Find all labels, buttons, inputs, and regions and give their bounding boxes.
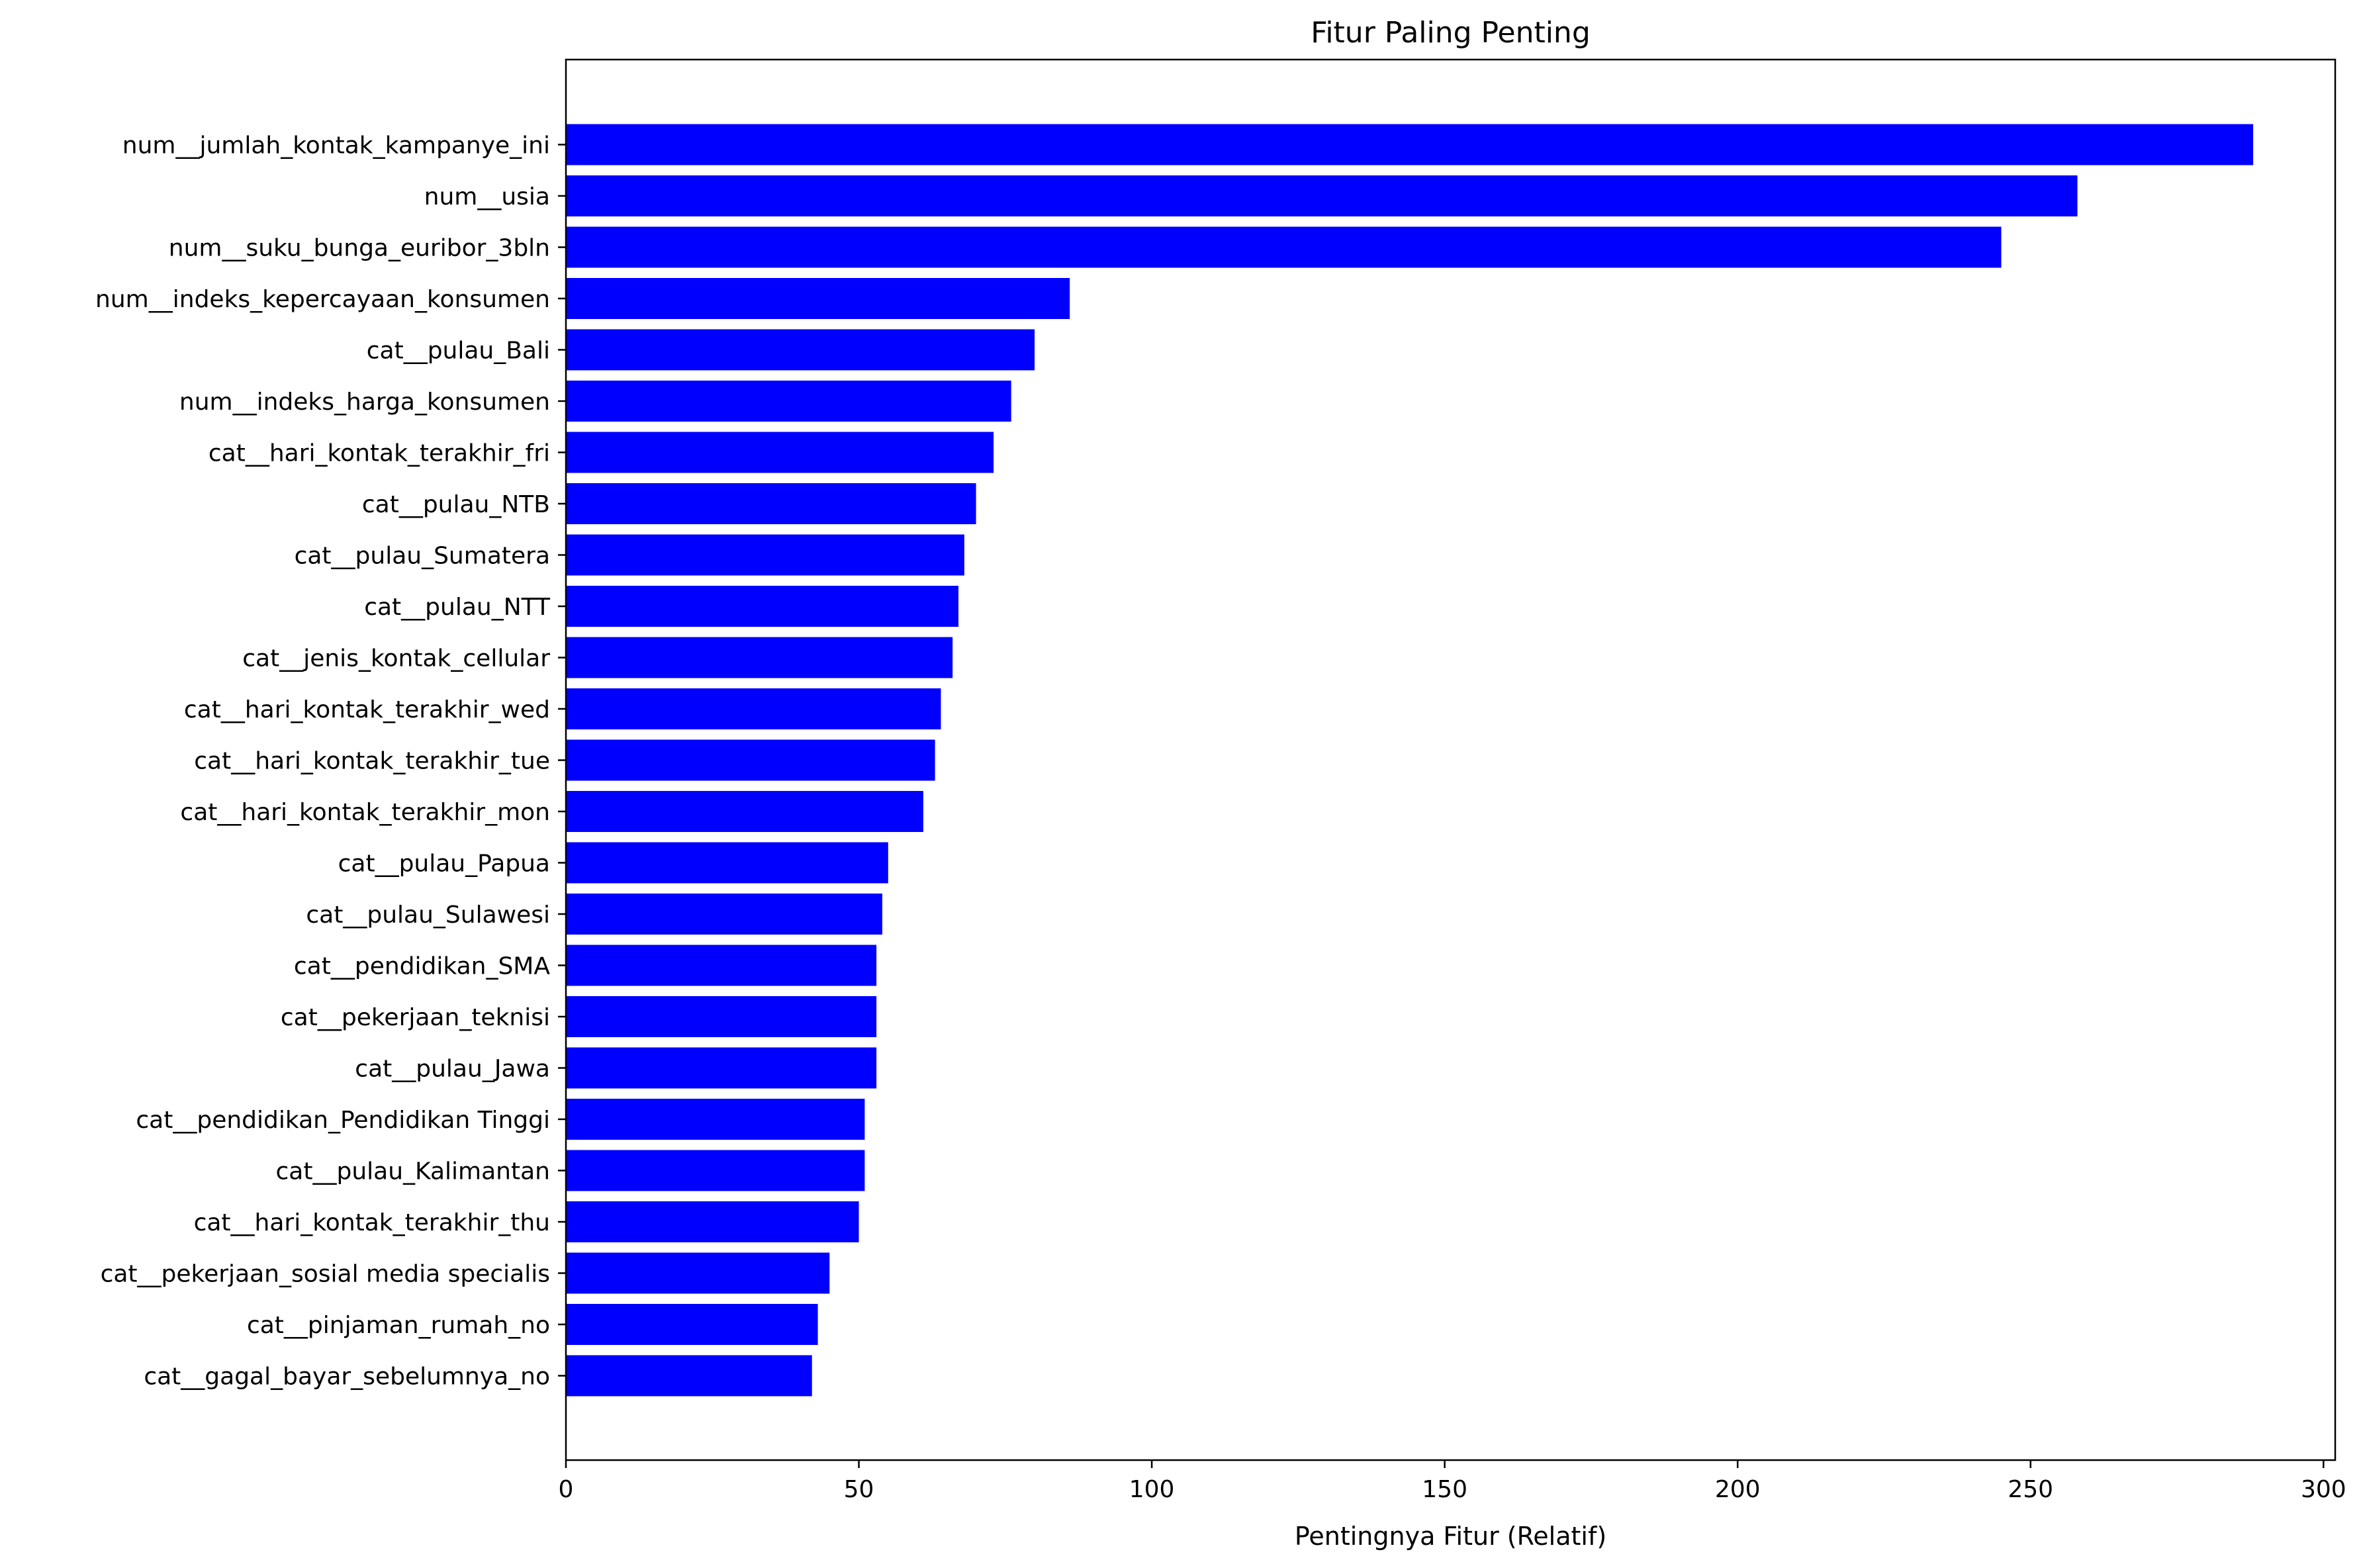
y-tick-label: cat__pekerjaan_teknisi xyxy=(281,1004,550,1031)
bar-5 xyxy=(566,381,1011,422)
y-tick-label: cat__gagal_bayar_sebelumnya_no xyxy=(144,1363,550,1391)
bar-16 xyxy=(566,945,877,986)
y-tick-label: cat__pulau_Kalimantan xyxy=(276,1158,551,1185)
bar-23 xyxy=(566,1304,818,1345)
y-tick-label: cat__hari_kontak_terakhir_tue xyxy=(194,748,550,775)
plot-frame xyxy=(565,58,2337,1461)
y-tick-label: cat__pulau_Sulawesi xyxy=(306,901,550,929)
bar-18 xyxy=(566,1047,877,1089)
y-tick-label: cat__hari_kontak_terakhir_thu xyxy=(194,1209,550,1236)
bar-0 xyxy=(566,124,2254,165)
chart-title: Fitur Paling Penting xyxy=(1311,16,1591,50)
y-tick-label: cat__jenis_kontak_cellular xyxy=(242,645,550,672)
x-tick-label: 200 xyxy=(1715,1476,1761,1503)
x-tick-label: 0 xyxy=(559,1476,574,1503)
y-tick-label: cat__pulau_Bali xyxy=(367,338,550,365)
y-tick-label: num__indeks_kepercayaan_konsumen xyxy=(95,286,550,313)
x-tick-label: 300 xyxy=(2301,1476,2346,1503)
bar-20 xyxy=(566,1150,865,1191)
y-tick-labels: num__jumlah_kontak_kampanye_ini num__usia… xyxy=(95,132,566,1391)
x-tick-label: 50 xyxy=(844,1476,874,1503)
y-tick-label: cat__pinjaman_rumah_no xyxy=(247,1312,550,1339)
bar-11 xyxy=(566,688,941,729)
y-tick-label: num__suku_bunga_euribor_3bln xyxy=(169,235,550,262)
x-ticks: 0 50 100 150 200 250 300 xyxy=(559,1460,2346,1503)
y-tick-label: cat__pulau_NTT xyxy=(364,594,551,621)
bar-14 xyxy=(566,842,888,884)
y-tick-label: cat__pulau_NTB xyxy=(362,491,550,518)
y-tick-label: cat__pulau_Jawa xyxy=(355,1056,550,1083)
bar-8 xyxy=(566,534,964,576)
bar-21 xyxy=(566,1201,859,1242)
x-tick-label: 250 xyxy=(2008,1476,2053,1503)
y-tick-label: cat__pulau_Sumatera xyxy=(295,543,550,570)
x-tick-label: 150 xyxy=(1422,1476,1467,1503)
y-tick-label: cat__hari_kontak_terakhir_fri xyxy=(208,440,550,467)
y-tick-label: cat__pendidikan_Pendidikan Tinggi xyxy=(136,1107,550,1134)
bar-22 xyxy=(566,1252,830,1294)
y-tick-label: cat__hari_kontak_terakhir_mon xyxy=(180,799,550,826)
y-tick-label: cat__pulau_Papua xyxy=(338,851,550,878)
bar-13 xyxy=(566,791,923,832)
bar-4 xyxy=(566,329,1035,371)
y-tick-label: cat__pekerjaan_sosial media specialis xyxy=(101,1261,550,1288)
bar-17 xyxy=(566,996,877,1037)
bar-6 xyxy=(566,432,994,473)
y-tick-label: num__jumlah_kontak_kampanye_ini xyxy=(122,132,550,160)
bar-7 xyxy=(566,483,976,524)
bar-9 xyxy=(566,586,959,627)
y-tick-label: num__indeks_harga_konsumen xyxy=(179,389,550,416)
bar-1 xyxy=(566,175,2078,216)
bar-3 xyxy=(566,278,1070,319)
bar-2 xyxy=(566,226,2002,268)
x-tick-label: 100 xyxy=(1129,1476,1175,1503)
x-axis-label: Pentingnya Fitur (Relatif) xyxy=(1295,1522,1606,1551)
bar-12 xyxy=(566,739,935,781)
bar-10 xyxy=(566,637,953,678)
bars-group xyxy=(566,124,2254,1397)
y-tick-label: num__usia xyxy=(424,183,550,210)
bar-15 xyxy=(566,894,882,935)
bar-24 xyxy=(566,1355,812,1397)
bar-19 xyxy=(566,1099,865,1140)
y-tick-label: cat__pendidikan_SMA xyxy=(294,953,550,980)
y-tick-label: cat__hari_kontak_terakhir_wed xyxy=(184,696,550,723)
